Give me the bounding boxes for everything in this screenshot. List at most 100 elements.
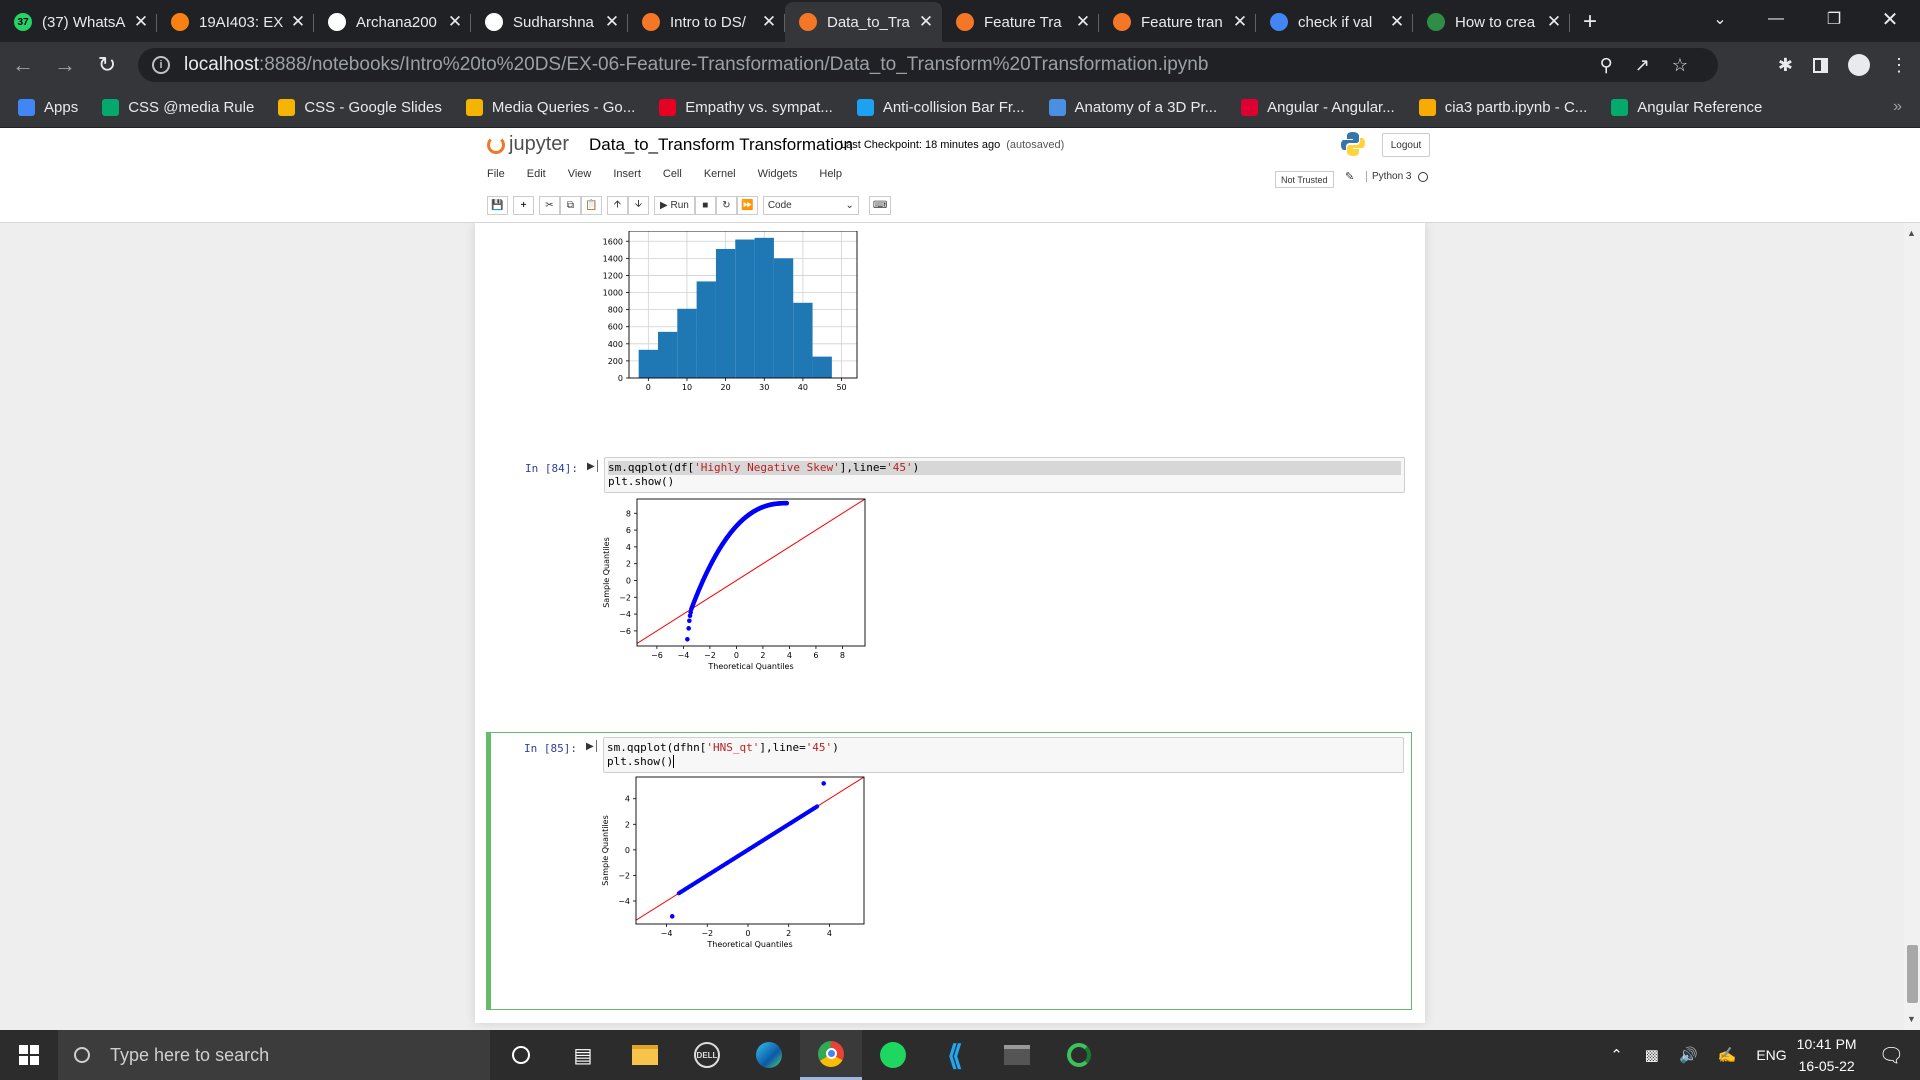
browser-tab[interactable]: Feature Tra ✕ [942,4,1099,40]
browser-tab[interactable]: check if val ✕ [1256,4,1413,40]
more-bookmarks-icon[interactable]: » [1893,98,1902,115]
menu-widgets[interactable]: Widgets [757,168,798,180]
bookmark-star-icon[interactable]: ☆ [1671,54,1688,75]
close-tab-icon[interactable]: ✕ [1546,12,1562,31]
browser-tab[interactable]: Sudharshna ✕ [471,4,628,40]
back-icon[interactable]: ← [12,52,34,77]
profile-icon[interactable] [1848,54,1870,76]
run-cell-icon[interactable]: ▶│ [586,741,600,752]
volume-icon[interactable]: 🔊 [1678,1047,1698,1064]
browser-tab[interactable]: 19AI403: EX ✕ [157,4,314,40]
scroll-down-icon[interactable]: ▼ [1907,1014,1916,1024]
insert-cell-icon[interactable]: + [513,196,534,215]
restore-button[interactable]: ❐ [1826,11,1842,28]
close-tab-icon[interactable]: ✕ [1232,12,1248,31]
stop-icon[interactable]: ■ [694,196,716,215]
browser-tab[interactable]: Archana200 ✕ [314,4,471,40]
close-tab-icon[interactable]: ✕ [604,12,620,31]
bookmark-item[interactable]: Empathy vs. sympat... [659,99,833,116]
bookmark-item[interactable]: Angular - Angular... [1241,99,1395,116]
browser-tab[interactable]: Data_to_Tra ✕ [785,2,942,42]
pen-icon[interactable]: ✍ [1717,1047,1737,1064]
window-dropdown-icon[interactable]: ⌄ [1713,11,1727,28]
run-cell-icon[interactable]: ▶│ [587,461,601,472]
save-icon[interactable]: 💾 [487,196,508,215]
bookmark-item[interactable]: CSS @media Rule [102,99,254,116]
browser-tab[interactable]: Intro to DS/ ✕ [628,4,785,40]
page-scrollbar[interactable]: ▲ ▼ [1904,223,1920,1030]
run-button[interactable]: ▶ Run [654,196,695,215]
browser-tab[interactable]: How to crea ✕ [1413,4,1570,40]
bookmark-item[interactable]: Angular Reference [1611,99,1762,116]
cell-type-select[interactable]: Code ⌄ [762,196,859,215]
close-window-button[interactable]: ✕ [1881,8,1899,31]
vscode-icon[interactable]: ⟪ [947,1039,963,1071]
taskbar-search-box[interactable]: Type here to search [58,1030,490,1080]
reload-icon[interactable]: ↻ [97,52,117,77]
browser-tab[interactable]: Feature tran ✕ [1099,4,1256,40]
zoom-icon[interactable]: ⚲ [1599,54,1613,75]
menu-icon[interactable]: ⋮ [1890,54,1908,75]
jupyter-logo[interactable]: jupyter [487,133,569,156]
close-tab-icon[interactable]: ✕ [1389,12,1405,31]
terminal-icon[interactable] [986,1030,1048,1080]
clock[interactable]: 10:41 PM 16-05-22 [1797,1033,1857,1077]
copy-icon[interactable]: ⧉ [560,196,581,215]
new-tab-button[interactable]: + [1582,8,1597,35]
scroll-up-icon[interactable]: ▲ [1907,228,1916,238]
code-editor[interactable]: sm.qqplot(dfhn['HNS_qt'],line='45') plt.s… [603,737,1404,773]
code-editor[interactable]: sm.qqplot(df['Highly Negative Skew'],lin… [604,457,1405,493]
close-tab-icon[interactable]: ✕ [761,12,777,31]
address-bar[interactable]: i localhost:8888/notebooks/Intro%20to%20… [138,48,1718,82]
browser-tab[interactable]: 37 (37) WhatsA ✕ [0,4,157,40]
notebook-area[interactable]: 0 10 20 30 40 50 0 200 400 600 800 1000 1200 1400 1600… [0,223,1904,1030]
scrollbar-thumb[interactable] [1907,945,1918,1003]
restart-run-all-icon[interactable]: ⏩ [736,196,758,215]
menu-insert[interactable]: Insert [613,168,641,180]
command-palette-icon[interactable]: ⌨ [868,196,892,215]
share-icon[interactable]: ↗ [1634,54,1650,75]
menu-view[interactable]: View [567,168,592,180]
forward-icon[interactable]: → [54,52,76,77]
close-tab-icon[interactable]: ✕ [133,12,149,31]
spotify-icon[interactable] [862,1030,924,1080]
menu-kernel[interactable]: Kernel [703,168,736,180]
logout-button[interactable]: Logout [1382,133,1430,157]
close-tab-icon[interactable]: ✕ [290,12,306,31]
close-tab-icon[interactable]: ✕ [1075,12,1091,31]
move-down-icon[interactable]: 🡫 [628,196,649,215]
extensions-icon[interactable]: ✱ [1777,54,1793,75]
app-loader-icon[interactable] [1048,1030,1110,1080]
menu-edit[interactable]: Edit [526,168,546,180]
bookmark-item[interactable]: Anti-collision Bar Fr... [856,99,1025,116]
paste-icon[interactable]: 📋 [581,196,602,215]
show-hidden-icons-icon[interactable]: ⌃ [1610,1047,1623,1064]
code-cell-85[interactable]: In [85]: ▶│ sm.qqplot(dfhn['HNS_qt'],lin… [486,732,1412,1010]
site-info-icon[interactable]: i [152,56,170,74]
menu-file[interactable]: File [487,168,505,180]
close-tab-icon[interactable]: ✕ [918,12,934,31]
notebook-name[interactable]: Data_to_Transform Transformation [589,135,853,154]
restart-icon[interactable]: ↻ [715,196,737,215]
dell-icon[interactable]: DELL [676,1030,738,1080]
chrome-icon[interactable] [800,1030,862,1080]
close-tab-icon[interactable]: ✕ [447,12,463,31]
bookmark-item[interactable]: Apps [18,99,78,116]
bookmark-item[interactable]: CSS - Google Slides [278,99,442,116]
bookmark-item[interactable]: Media Queries - Go... [465,99,635,116]
edge-icon[interactable] [738,1030,800,1080]
file-explorer-icon[interactable] [614,1030,676,1080]
task-view-icon[interactable]: ▤ [573,1044,593,1067]
meet-now-icon[interactable]: ▩ [1644,1047,1659,1064]
cortana-icon[interactable] [490,1030,552,1080]
minimize-button[interactable]: — [1768,10,1784,27]
notifications-icon[interactable]: 🗨 [1878,1044,1904,1067]
menu-cell[interactable]: Cell [662,168,682,180]
windows-start-button[interactable] [0,1030,58,1080]
side-panel-icon[interactable] [1813,57,1828,73]
bookmark-item[interactable]: Anatomy of a 3D Pr... [1048,99,1217,116]
menu-help[interactable]: Help [819,168,842,180]
bookmark-item[interactable]: cia3 partb.ipynb - C... [1418,99,1587,116]
code-cell-84[interactable]: In [84]: ▶│ sm.qqplot(df['Highly Negativ… [487,457,1413,701]
not-trusted-button[interactable]: Not Trusted [1275,171,1334,188]
